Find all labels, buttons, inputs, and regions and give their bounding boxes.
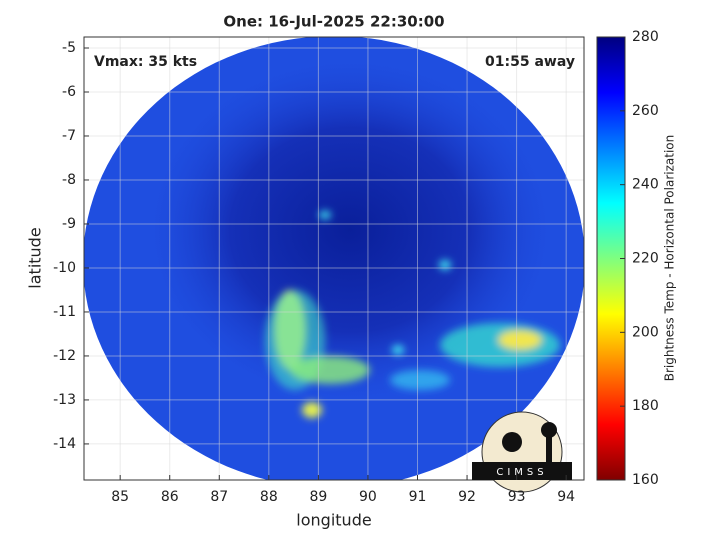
x-axis-label: longitude xyxy=(296,511,371,530)
y-tick-label: -9 xyxy=(62,216,76,232)
y-tick-label: -10 xyxy=(53,260,76,276)
y-tick-label: -12 xyxy=(53,348,76,364)
y-tick-label: -11 xyxy=(53,304,76,320)
y-tick-label: -14 xyxy=(53,436,76,452)
colorbar-tick-label: 280 xyxy=(632,29,659,45)
x-tick-label: 90 xyxy=(359,489,377,505)
colorbar-tick-label: 200 xyxy=(632,324,659,340)
y-tick-label: -5 xyxy=(62,40,76,56)
y-tick-label: -8 xyxy=(62,172,76,188)
x-tick-label: 87 xyxy=(210,489,228,505)
y-tick-label: -6 xyxy=(62,84,76,100)
annotation: Vmax: 35 kts xyxy=(94,54,197,70)
colorbar-tick-label: 240 xyxy=(632,177,659,193)
colorbar-tick-label: 160 xyxy=(632,472,659,488)
annotation: 01:55 away xyxy=(485,54,575,70)
x-tick-label: 88 xyxy=(260,489,278,505)
x-tick-label: 93 xyxy=(508,489,526,505)
y-tick-label: -7 xyxy=(62,128,76,144)
colorbar-tick-label: 180 xyxy=(632,398,659,414)
logo-text: CIMSS xyxy=(496,467,547,478)
colorbar-tick-label: 220 xyxy=(632,251,659,267)
x-tick-label: 89 xyxy=(309,489,327,505)
plot-frame xyxy=(83,36,585,481)
y-axis-label: latitude xyxy=(26,227,45,288)
x-tick-label: 85 xyxy=(111,489,129,505)
x-tick-label: 91 xyxy=(409,489,427,505)
y-tick-label: -13 xyxy=(53,392,76,408)
x-tick-label: 94 xyxy=(557,489,575,505)
chart-title: One: 16-Jul-2025 22:30:00 xyxy=(223,13,444,31)
logo: CIMSS xyxy=(472,411,572,493)
colorbar-tick-label: 260 xyxy=(632,103,659,119)
x-tick-label: 92 xyxy=(458,489,476,505)
x-tick-label: 86 xyxy=(161,489,179,505)
colorbar-label: Brightness Temp - Horizontal Polarizatio… xyxy=(663,135,677,382)
